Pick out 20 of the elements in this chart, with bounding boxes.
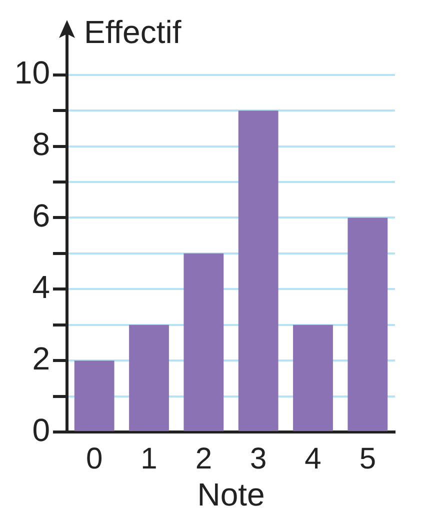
- bar: [184, 253, 224, 431]
- y-tick-label: 0: [32, 412, 50, 448]
- y-tick-label: 2: [32, 340, 50, 376]
- x-tick-label: 0: [86, 442, 103, 476]
- y-tick-label: 4: [32, 268, 50, 305]
- bar: [293, 324, 333, 431]
- bar: [348, 218, 388, 431]
- bar: [129, 324, 169, 431]
- x-tick-label: 3: [250, 442, 267, 476]
- y-tick-label: 10: [14, 54, 50, 91]
- x-tick-label: 1: [140, 442, 158, 476]
- y-axis-title: Effectif: [84, 14, 182, 50]
- y-tick-label: 6: [32, 198, 50, 234]
- x-tick-label: 5: [359, 442, 376, 476]
- y-tick-label: 8: [32, 126, 50, 162]
- bar: [238, 110, 278, 431]
- x-tick-label: 2: [195, 442, 212, 476]
- bar: [74, 360, 114, 431]
- x-axis-title: Note: [197, 476, 265, 513]
- x-tick-label: 4: [304, 442, 322, 476]
